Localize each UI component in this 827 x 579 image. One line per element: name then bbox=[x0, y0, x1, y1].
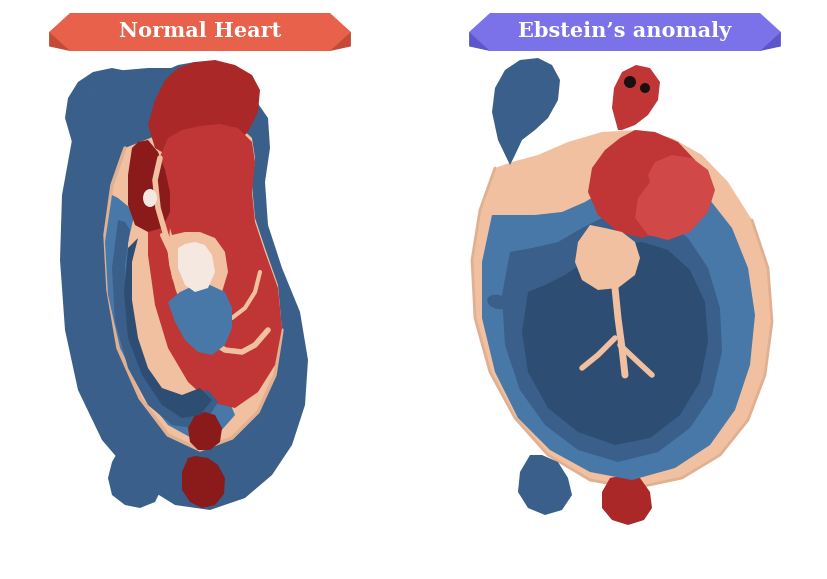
Polygon shape bbox=[105, 120, 282, 450]
Polygon shape bbox=[469, 32, 490, 51]
Polygon shape bbox=[522, 242, 708, 445]
Polygon shape bbox=[469, 13, 781, 51]
Polygon shape bbox=[49, 13, 351, 51]
Polygon shape bbox=[124, 238, 212, 418]
Polygon shape bbox=[168, 228, 228, 308]
Polygon shape bbox=[182, 456, 225, 508]
Polygon shape bbox=[168, 285, 232, 355]
Polygon shape bbox=[602, 475, 652, 525]
Polygon shape bbox=[612, 65, 660, 130]
Polygon shape bbox=[49, 32, 70, 51]
Circle shape bbox=[624, 76, 636, 88]
Polygon shape bbox=[188, 412, 222, 450]
Circle shape bbox=[640, 83, 650, 93]
Polygon shape bbox=[472, 130, 772, 488]
Polygon shape bbox=[105, 195, 235, 440]
Polygon shape bbox=[148, 60, 260, 162]
Polygon shape bbox=[518, 455, 572, 515]
Polygon shape bbox=[482, 175, 755, 480]
Polygon shape bbox=[112, 220, 218, 428]
Polygon shape bbox=[588, 130, 698, 238]
Polygon shape bbox=[330, 32, 351, 51]
Polygon shape bbox=[635, 155, 715, 240]
Polygon shape bbox=[148, 124, 282, 408]
Polygon shape bbox=[178, 242, 215, 292]
Text: Normal Heart: Normal Heart bbox=[119, 21, 281, 41]
Polygon shape bbox=[502, 210, 722, 462]
Polygon shape bbox=[60, 68, 308, 510]
Polygon shape bbox=[65, 68, 162, 148]
Polygon shape bbox=[760, 32, 781, 51]
Polygon shape bbox=[108, 448, 162, 508]
Text: Ebstein’s anomaly: Ebstein’s anomaly bbox=[519, 21, 732, 41]
Polygon shape bbox=[492, 58, 560, 165]
Ellipse shape bbox=[143, 189, 157, 207]
Polygon shape bbox=[128, 140, 170, 232]
Polygon shape bbox=[148, 62, 215, 98]
Polygon shape bbox=[575, 225, 640, 290]
Ellipse shape bbox=[487, 295, 509, 309]
